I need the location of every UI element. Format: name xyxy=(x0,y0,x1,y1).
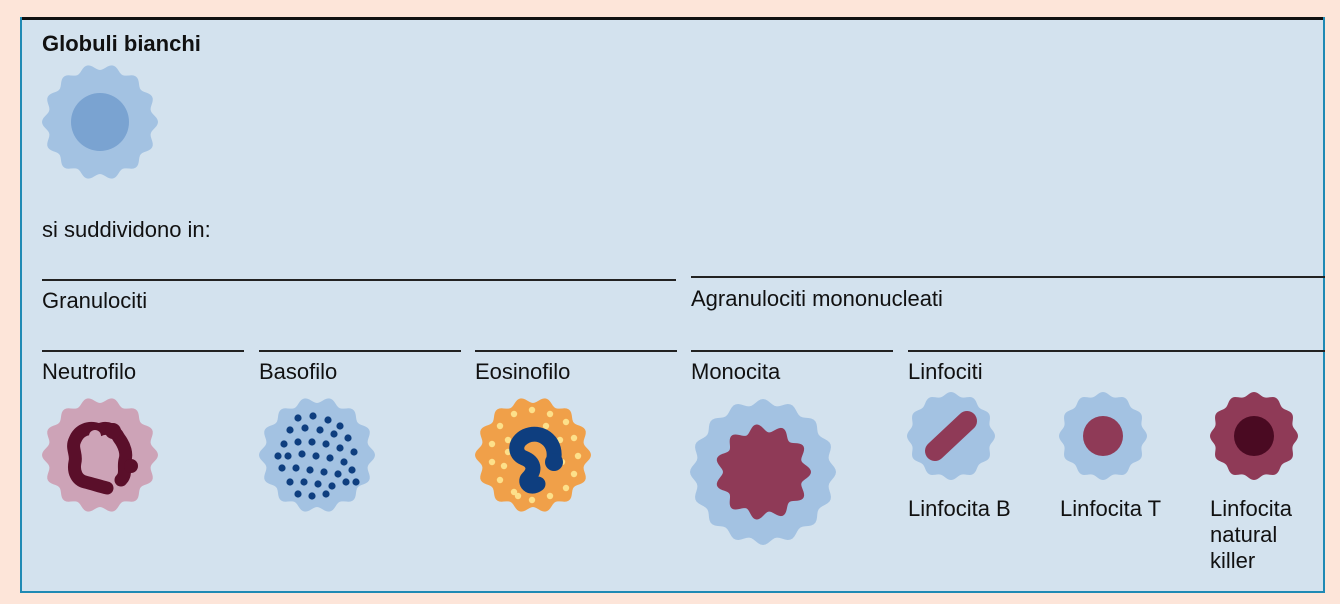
white-blood-cells-panel: Globuli bianchi si suddividono in: Granu… xyxy=(20,17,1325,593)
neutrophil-icon xyxy=(42,398,158,512)
basophil-granule xyxy=(340,458,348,466)
eosinophil-granule xyxy=(504,436,512,444)
basophil-granule xyxy=(286,478,294,486)
basophil-granule xyxy=(294,414,302,422)
basophil-granule xyxy=(320,468,328,476)
basophil-granule xyxy=(280,440,288,448)
basophil-granule xyxy=(292,464,300,472)
basophil-granule xyxy=(309,412,317,420)
basophil-granule xyxy=(312,452,320,460)
eosinophil-granule xyxy=(488,440,496,448)
eosinophil-icon xyxy=(475,398,591,512)
neutrophil-body xyxy=(42,398,158,512)
eosinophil-granule xyxy=(546,492,554,500)
top-rule xyxy=(22,17,1323,20)
basophil-granule xyxy=(300,478,308,486)
eosinophil-granule xyxy=(500,462,508,470)
label-linfociti: Linfociti xyxy=(908,359,983,384)
subtitle: si suddividono in: xyxy=(42,217,211,242)
group-agranulociti: Agranulociti mononucleati xyxy=(691,286,943,311)
basophil-granule xyxy=(322,440,330,448)
nk-lymphocyte-icon xyxy=(1210,392,1298,480)
basophil-granule xyxy=(336,444,344,452)
eosinophil-granule xyxy=(570,434,578,442)
eosinophil-granule xyxy=(510,410,518,418)
basophil-granule xyxy=(324,416,332,424)
neutrophil-gap xyxy=(89,430,101,442)
basophil-icon xyxy=(259,398,375,512)
group-granulociti: Granulociti xyxy=(42,288,148,313)
eosinofilo-rule xyxy=(475,350,677,352)
basophil-granule xyxy=(308,492,316,500)
eosinophil-granule xyxy=(528,406,536,414)
basophil-granule xyxy=(308,438,316,446)
label-neutrofilo: Neutrofilo xyxy=(42,359,137,384)
eosinophil-granule xyxy=(528,496,536,504)
monocita-rule xyxy=(691,350,893,352)
eosinophil-granule xyxy=(570,470,578,478)
nk-lymphocyte-nucleus xyxy=(1234,416,1274,456)
basophil-granules xyxy=(274,412,360,500)
basophil-granule xyxy=(284,452,292,460)
agranulociti-rule xyxy=(691,276,1325,278)
eosinophil-granule xyxy=(546,410,554,418)
generic-leukocyte-icon xyxy=(42,65,158,179)
eosinophil-nucleus xyxy=(509,426,562,494)
eosinophil-granule xyxy=(562,418,570,426)
label-linfocita-b: Linfocita B xyxy=(908,496,1011,521)
basophil-granule xyxy=(278,464,286,472)
basophil-granule xyxy=(294,490,302,498)
neutrofilo-rule xyxy=(42,350,244,352)
linfociti-rule xyxy=(908,350,1325,352)
eosinophil-lobe xyxy=(545,453,563,471)
label-monocita: Monocita xyxy=(691,359,781,384)
monocyte-icon xyxy=(690,399,836,545)
eosinophil-granule xyxy=(496,422,504,430)
eosinophil-granule xyxy=(514,492,522,500)
basophil-granule xyxy=(330,430,338,438)
basophil-granule xyxy=(334,470,342,478)
basophil-granule xyxy=(306,466,314,474)
b-lymphocyte-nucleus xyxy=(925,411,977,461)
neutrophil-lobe xyxy=(124,459,138,473)
basophil-granule xyxy=(344,434,352,442)
basophil-granule xyxy=(294,438,302,446)
label-eosinofilo: Eosinofilo xyxy=(475,359,571,384)
generic-cell-nucleus xyxy=(71,93,129,151)
label-linfocita-t: Linfocita T xyxy=(1060,496,1162,521)
basophil-granule xyxy=(342,478,350,486)
eosinophil-granule xyxy=(488,458,496,466)
basophil-granule xyxy=(301,424,309,432)
basophil-granule xyxy=(316,426,324,434)
basophil-granule xyxy=(328,482,336,490)
eosinophil-granule xyxy=(496,476,504,484)
t-lymphocyte-icon xyxy=(1059,392,1147,480)
basophil-granule xyxy=(322,490,330,498)
eosinophil-granule xyxy=(574,452,582,460)
label-basofilo: Basofilo xyxy=(259,359,338,384)
granulociti-rule xyxy=(42,279,676,281)
basophil-granule xyxy=(326,454,334,462)
basofilo-rule xyxy=(259,350,461,352)
basophil-granule xyxy=(350,448,358,456)
basophil-granule xyxy=(274,452,282,460)
neutrophil-lobe xyxy=(105,423,121,439)
basophil-granule xyxy=(348,466,356,474)
basophil-granule xyxy=(314,480,322,488)
t-lymphocyte-nucleus xyxy=(1083,416,1123,456)
basophil-granule xyxy=(298,450,306,458)
basophil-granule xyxy=(286,426,294,434)
eosinophil-granule xyxy=(510,488,518,496)
label-linfocita-nk: Linfocita natural killer xyxy=(1210,496,1292,573)
eosinophil-granule xyxy=(542,422,550,430)
basophil-granule xyxy=(352,478,360,486)
b-lymphocyte-icon xyxy=(907,392,995,480)
basophil-granule xyxy=(336,422,344,430)
panel-title: Globuli bianchi xyxy=(42,31,201,56)
eosinophil-granule xyxy=(562,484,570,492)
monocyte-nucleus xyxy=(716,424,811,520)
